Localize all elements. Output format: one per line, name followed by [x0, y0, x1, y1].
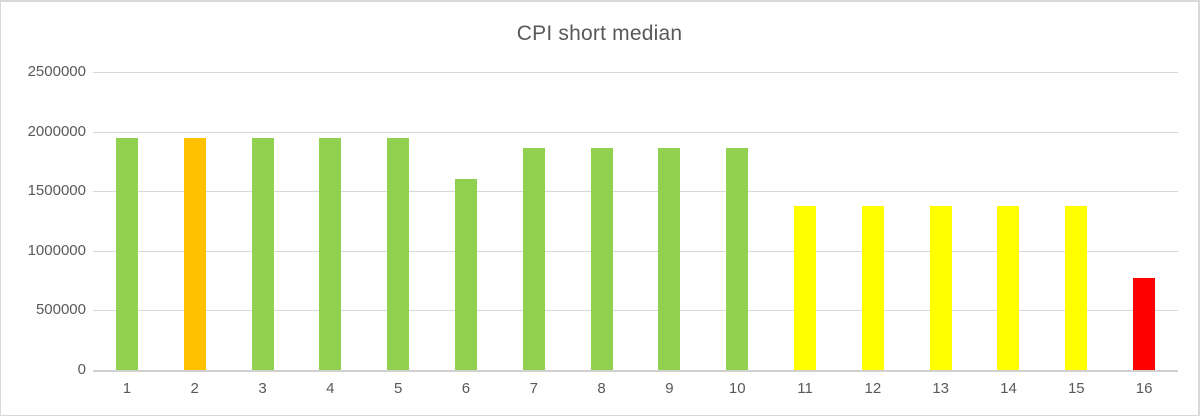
- bar-14: [997, 206, 1020, 370]
- x-tick-label: 2: [190, 380, 199, 397]
- bar-15: [1065, 206, 1088, 370]
- y-gridline: [93, 131, 1178, 133]
- x-tick-label: 14: [1000, 380, 1017, 397]
- x-axis-line: [93, 370, 1178, 372]
- x-tick-label: 16: [1135, 380, 1153, 397]
- plot-area: [93, 72, 1178, 372]
- bar-9: [658, 148, 681, 370]
- bar-12: [861, 206, 884, 370]
- x-tick-label: 12: [864, 380, 882, 397]
- chart-title: CPI short median: [516, 22, 683, 45]
- x-tick-label: 11: [797, 380, 813, 397]
- x-tick-label: 4: [326, 380, 335, 397]
- x-tick-label: 9: [665, 380, 674, 397]
- x-tick-label: 8: [597, 380, 606, 397]
- bar-6: [454, 179, 477, 370]
- bar-10: [726, 148, 749, 370]
- x-tick-label: 6: [461, 380, 471, 397]
- bar-1: [115, 137, 138, 370]
- y-gridline: [93, 191, 1178, 193]
- bar-4: [319, 137, 342, 370]
- x-tick-label: 13: [932, 380, 949, 397]
- y-tick-label: 0: [77, 361, 86, 378]
- x-tick-label: 7: [529, 380, 538, 397]
- bar-16: [1133, 278, 1156, 370]
- x-tick-label: 10: [728, 380, 746, 397]
- x-tick-label: 3: [258, 380, 267, 397]
- y-tick-label: 2500000: [27, 63, 86, 80]
- x-tick-label: 1: [122, 380, 132, 397]
- y-tick-label: 2000000: [27, 122, 86, 140]
- y-gridline: [93, 250, 1178, 252]
- bar-13: [929, 206, 952, 370]
- bar-8: [590, 148, 613, 370]
- bar-5: [387, 137, 410, 370]
- y-gridline: [93, 310, 1178, 312]
- x-tick-label: 5: [393, 380, 403, 397]
- y-tick-label: 500000: [35, 301, 86, 319]
- bar-3: [251, 137, 274, 370]
- x-tick-label: 15: [1067, 380, 1085, 397]
- y-tick-label: 1500000: [27, 182, 86, 200]
- bar-7: [522, 148, 545, 370]
- y-tick-label: 1000000: [27, 241, 86, 259]
- y-gridline: [93, 72, 1178, 73]
- bar-11: [794, 206, 817, 370]
- bar-2: [183, 137, 206, 370]
